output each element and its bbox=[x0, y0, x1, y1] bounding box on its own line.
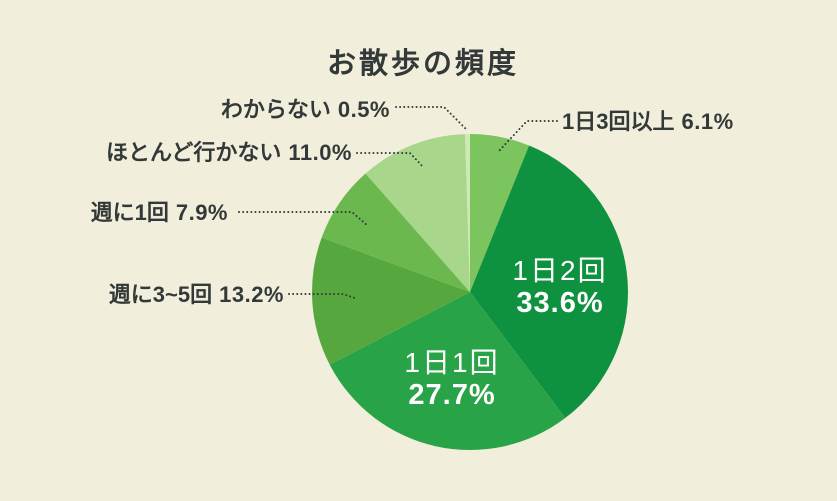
chart-title: お散歩の頻度 bbox=[326, 48, 520, 80]
leader-line-hotondo bbox=[356, 152, 425, 169]
label-shu1kai-text: 週に1回 bbox=[90, 200, 169, 225]
label-1nichi1kai: 1日1回 27.7% bbox=[404, 347, 499, 412]
label-1nichi2kai: 1日2回 33.6% bbox=[512, 255, 607, 320]
leader-lines bbox=[238, 106, 558, 299]
label-1nichi3kai: 1日3回以上 6.1% bbox=[562, 108, 734, 135]
pie-slice-3 bbox=[311, 237, 470, 365]
label-shu1kai: 週に1回 7.9% bbox=[91, 199, 228, 226]
leader-line-shu1kai bbox=[238, 211, 369, 227]
label-1nichi1kai-text: 1日1回 bbox=[404, 347, 500, 378]
label-wakaranai-pct: 0.5% bbox=[337, 97, 390, 122]
leader-line-shu3to5kai bbox=[288, 293, 356, 299]
label-hotondo: ほとんど行かない 11.0% bbox=[106, 139, 352, 166]
label-wakaranai: わからない 0.5% bbox=[221, 96, 390, 123]
label-1nichi3kai-pct: 6.1% bbox=[681, 109, 734, 134]
label-hotondo-text: ほとんど行かない bbox=[105, 140, 282, 165]
label-shu3to5kai-pct: 13.2% bbox=[219, 282, 284, 307]
leader-line-wakaranai bbox=[395, 106, 467, 130]
label-shu3to5kai: 週に3~5回 13.2% bbox=[109, 281, 284, 308]
label-1nichi2kai-text: 1日2回 bbox=[512, 255, 608, 286]
label-hotondo-pct: 11.0% bbox=[288, 140, 352, 165]
pie-slice-2 bbox=[329, 292, 566, 450]
pie-slice-6 bbox=[465, 134, 470, 292]
label-1nichi1kai-pct: 27.7% bbox=[408, 379, 496, 411]
pie-slice-5 bbox=[365, 134, 470, 292]
label-shu3to5kai-text: 週に3~5回 bbox=[108, 282, 213, 307]
pie-slices bbox=[311, 134, 629, 450]
pie-slice-4 bbox=[321, 173, 470, 292]
pie-slice-0 bbox=[470, 134, 530, 292]
leader-line-1nichi3kai bbox=[497, 120, 558, 153]
label-wakaranai-text: わからない bbox=[220, 97, 331, 122]
label-1nichi3kai-text: 1日3回以上 bbox=[562, 109, 675, 134]
pie-slice-1 bbox=[470, 145, 629, 419]
label-1nichi2kai-pct: 33.6% bbox=[516, 287, 604, 319]
label-shu1kai-pct: 7.9% bbox=[175, 200, 228, 225]
